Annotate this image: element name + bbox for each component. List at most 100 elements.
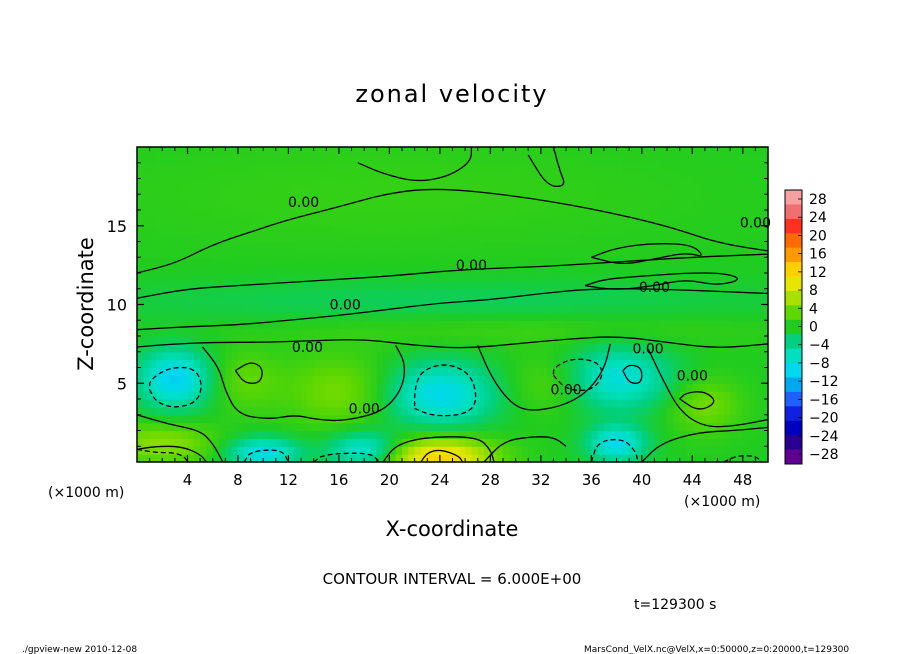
- field-cell: [515, 438, 523, 447]
- field-cell: [351, 367, 359, 376]
- field-cell: [263, 430, 271, 439]
- field-cell: [616, 304, 624, 313]
- field-cell: [244, 351, 252, 361]
- field-cell: [420, 328, 428, 337]
- field-cell: [244, 375, 252, 384]
- field-cell: [137, 170, 144, 180]
- field-cell: [370, 446, 378, 455]
- contour-solid: [584, 272, 738, 290]
- field-cell: [458, 422, 466, 432]
- field-cell: [654, 312, 662, 321]
- field-cell: [717, 241, 725, 250]
- field-cell: [275, 351, 283, 361]
- field-cell: [547, 170, 555, 180]
- field-cell: [389, 328, 397, 337]
- field-cell: [471, 351, 479, 361]
- field-cell: [755, 399, 763, 408]
- field-cell: [439, 454, 447, 462]
- field-cell: [679, 265, 687, 274]
- field-cell: [755, 454, 763, 462]
- field-cell: [200, 257, 208, 266]
- field-cell: [559, 202, 567, 211]
- field-cell: [471, 367, 479, 376]
- field-cell: [635, 202, 643, 211]
- field-cell: [389, 233, 397, 243]
- field-cell: [528, 351, 536, 361]
- field-cell: [345, 202, 353, 211]
- field-cell: [231, 162, 239, 172]
- field-cell: [484, 351, 491, 361]
- field-cell: [667, 170, 674, 180]
- field-cell: [219, 202, 226, 211]
- field-cell: [692, 446, 700, 455]
- field-cell: [761, 217, 768, 227]
- field-cell: [553, 438, 561, 447]
- field-cell: [717, 280, 725, 290]
- field-cell: [225, 422, 233, 432]
- field-cell: [490, 186, 498, 195]
- field-cell: [137, 154, 144, 164]
- field-cell: [326, 375, 334, 384]
- field-cell: [515, 359, 523, 369]
- field-cell: [402, 154, 409, 164]
- field-cell: [553, 304, 561, 313]
- field-cell: [477, 202, 485, 211]
- field-cell: [685, 162, 693, 172]
- field-cell: [313, 233, 321, 243]
- field-cell: [578, 194, 586, 203]
- field-cell: [685, 406, 693, 416]
- field-cell: [679, 351, 687, 361]
- field-cell: [263, 265, 271, 274]
- field-cell: [641, 210, 649, 219]
- field-cell: [711, 351, 719, 361]
- field-cell: [250, 225, 258, 235]
- field-cell: [231, 217, 239, 227]
- field-cell: [294, 241, 302, 250]
- field-cell: [471, 454, 479, 462]
- field-cell: [566, 194, 573, 203]
- field-cell: [515, 367, 523, 376]
- field-cell: [521, 202, 529, 211]
- field-cell: [566, 320, 573, 329]
- field-cell: [521, 438, 529, 447]
- field-cell: [591, 265, 599, 274]
- field-cell: [521, 194, 529, 203]
- field-cell: [212, 414, 220, 424]
- field-cell: [597, 265, 605, 274]
- field-cell: [742, 217, 750, 227]
- field-cell: [212, 249, 220, 258]
- field-cell: [534, 170, 542, 180]
- field-cell: [256, 336, 264, 345]
- field-cell: [465, 454, 473, 462]
- field-cell: [433, 391, 441, 400]
- field-cell: [338, 296, 346, 306]
- field-cell: [326, 186, 334, 195]
- field-cell: [585, 320, 592, 329]
- field-cell: [490, 359, 498, 369]
- field-cell: [181, 273, 189, 282]
- field-cell: [578, 406, 586, 416]
- field-cell: [540, 336, 548, 345]
- field-cell: [692, 359, 700, 369]
- field-cell: [294, 147, 302, 156]
- field-cell: [723, 367, 731, 376]
- field-cell: [162, 359, 170, 369]
- field-cell: [433, 328, 441, 337]
- field-cell: [496, 328, 504, 337]
- field-cell: [471, 147, 479, 156]
- field-cell: [692, 414, 700, 424]
- field-cell: [181, 375, 189, 384]
- field-cell: [237, 162, 245, 172]
- field-cell: [509, 178, 517, 187]
- field-cell: [698, 202, 706, 211]
- field-cell: [383, 367, 390, 376]
- field-cell: [237, 336, 245, 345]
- field-cell: [149, 194, 157, 203]
- field-cell: [610, 241, 618, 250]
- field-cell: [187, 336, 195, 345]
- field-cell: [458, 304, 466, 313]
- field-cell: [231, 288, 239, 298]
- field-cell: [648, 186, 656, 195]
- field-cell: [269, 265, 277, 274]
- field-cell: [143, 367, 151, 376]
